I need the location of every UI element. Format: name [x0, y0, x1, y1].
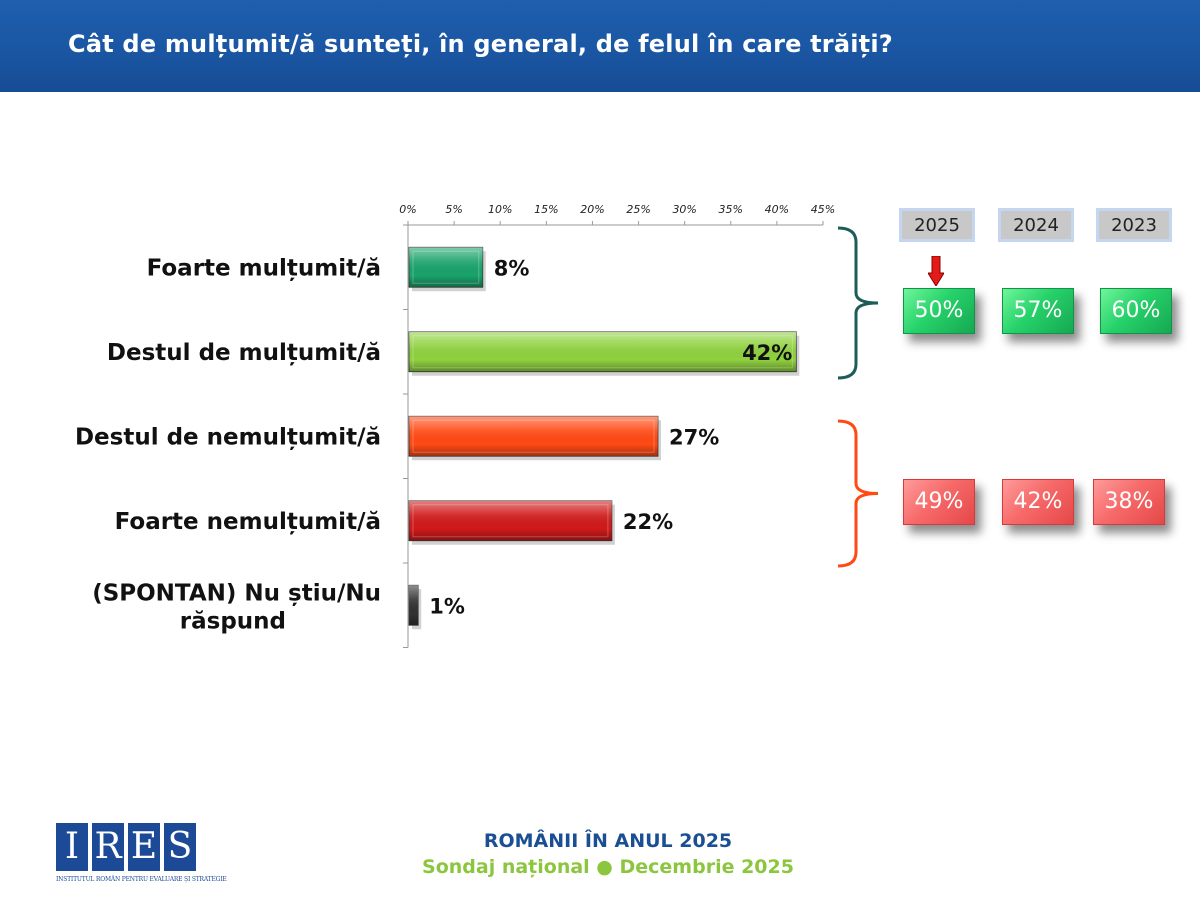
logo-letter: E [128, 823, 160, 871]
category-label: Foarte nemulțumit/ă [115, 509, 381, 535]
x-tick-label: 45% [811, 203, 835, 216]
value-label: 8% [494, 256, 530, 280]
bar-gloss [409, 585, 419, 626]
value-label: 1% [429, 594, 465, 618]
x-tick-label: 10% [488, 203, 512, 216]
logo-letter: R [92, 823, 124, 871]
category-label: Destul de nemulțumit/ă [75, 424, 381, 450]
dissatisfied-2023: 38% [1093, 479, 1165, 525]
logo-letter: I [56, 823, 88, 871]
bar-bevel [412, 419, 655, 453]
year-header-2023: 2023 [1096, 208, 1172, 242]
bar-gloss [409, 247, 483, 288]
x-tick-label: 30% [672, 203, 696, 216]
category-label: Foarte mulțumit/ă [147, 255, 381, 281]
bar-gloss [409, 331, 797, 372]
footer-subtitle: Sondaj național ● Decembrie 2025 [422, 856, 794, 878]
bar-bevel [412, 335, 793, 369]
bar-gloss [409, 500, 612, 541]
bar-bevel [412, 504, 609, 538]
footer-title: ROMÂNII ÎN ANUL 2025 [483, 830, 733, 852]
header-banner: Cât de mulțumit/ă sunteți, în general, d… [0, 0, 1200, 92]
satisfied-2024: 57% [1002, 288, 1074, 334]
x-tick-label: 0% [399, 203, 416, 216]
x-tick-label: 5% [445, 203, 462, 216]
value-label: 42% [742, 341, 792, 365]
x-tick-label: 20% [580, 203, 604, 216]
value-label: 27% [669, 425, 719, 449]
satisfied-2025: 50% [903, 288, 975, 334]
brackets [837, 226, 879, 568]
satisfied-2023: 60% [1100, 288, 1172, 334]
x-tick-label: 15% [534, 203, 558, 216]
x-axis: 0% 5% 10% 15% 20% 25% 30% 35% 40% 45% Foarte mulțu… [75, 203, 835, 648]
dissatisfied-2024: 42% [1002, 479, 1074, 525]
logo-caption: INSTITUTUL ROMÂN PENTRU EVALUARE ȘI STRA… [56, 876, 227, 883]
category-label: Destul de mulțumit/ă [107, 340, 381, 366]
bar-bevel [412, 250, 480, 284]
category-label: (SPONTAN) Nu știu/Nu răspund [92, 580, 381, 634]
ires-logo: I R E S INSTITUTUL ROMÂN PENTRU EVALUARE… [56, 823, 227, 889]
down-arrow-icon [928, 256, 944, 286]
bar-gloss [409, 416, 658, 457]
satisfied-bracket [837, 226, 879, 380]
value-label: 22% [623, 510, 673, 534]
x-tick-label: 35% [719, 203, 743, 216]
year-header-2025: 2025 [899, 208, 975, 242]
x-tick-label: 25% [626, 203, 650, 216]
dissatisfied-bracket [837, 419, 879, 568]
bars: 8% 42% 27% 22% 1% [408, 246, 800, 630]
page-title: Cât de mulțumit/ă sunteți, în general, d… [68, 30, 893, 58]
logo-letter: S [164, 823, 196, 871]
dissatisfied-2025: 49% [903, 479, 975, 525]
x-tick-label: 40% [765, 203, 789, 216]
year-header-2024: 2024 [998, 208, 1074, 242]
